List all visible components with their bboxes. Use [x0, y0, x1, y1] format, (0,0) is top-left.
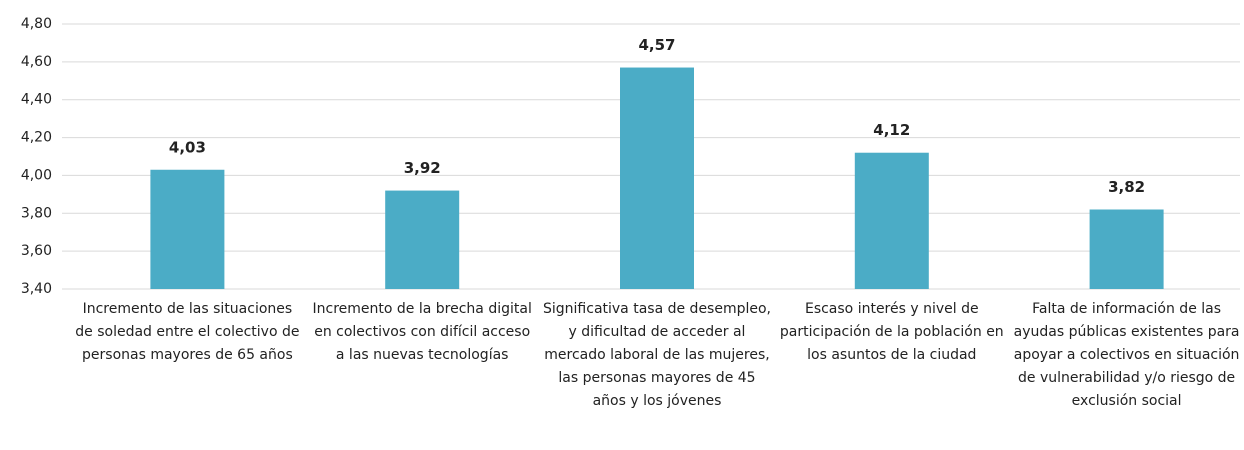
value-label: 4,12 — [873, 121, 910, 139]
x-tick-label: Falta de información de las ayudas públi… — [1013, 301, 1240, 409]
y-tick-label: 3,80 — [21, 205, 52, 221]
x-tick-label: Incremento de la brecha digital en colec… — [312, 301, 532, 363]
y-tick-label: 3,60 — [21, 243, 52, 259]
y-tick-label: 4,20 — [21, 130, 52, 146]
y-tick-label: 4,80 — [21, 16, 52, 32]
bar — [620, 67, 694, 290]
x-tick-label: Significativa tasa de desempleo, y dific… — [543, 301, 772, 409]
value-label: 4,57 — [638, 36, 675, 54]
y-tick-label: 4,40 — [21, 92, 52, 108]
x-tick-label: Incremento de las situaciones de soledad… — [75, 301, 300, 363]
y-tick-label: 4,00 — [21, 167, 52, 183]
bar — [150, 169, 225, 289]
value-label: 3,92 — [404, 159, 441, 177]
value-label: 3,82 — [1108, 178, 1145, 196]
y-tick-label: 3,40 — [21, 281, 52, 297]
y-tick-label: 4,60 — [21, 54, 52, 70]
value-label: 4,03 — [169, 138, 206, 156]
bar — [854, 152, 929, 289]
x-tick-label: Escaso interés y nivel de participación … — [779, 301, 1004, 363]
bar — [1089, 209, 1164, 289]
bar — [385, 190, 460, 289]
